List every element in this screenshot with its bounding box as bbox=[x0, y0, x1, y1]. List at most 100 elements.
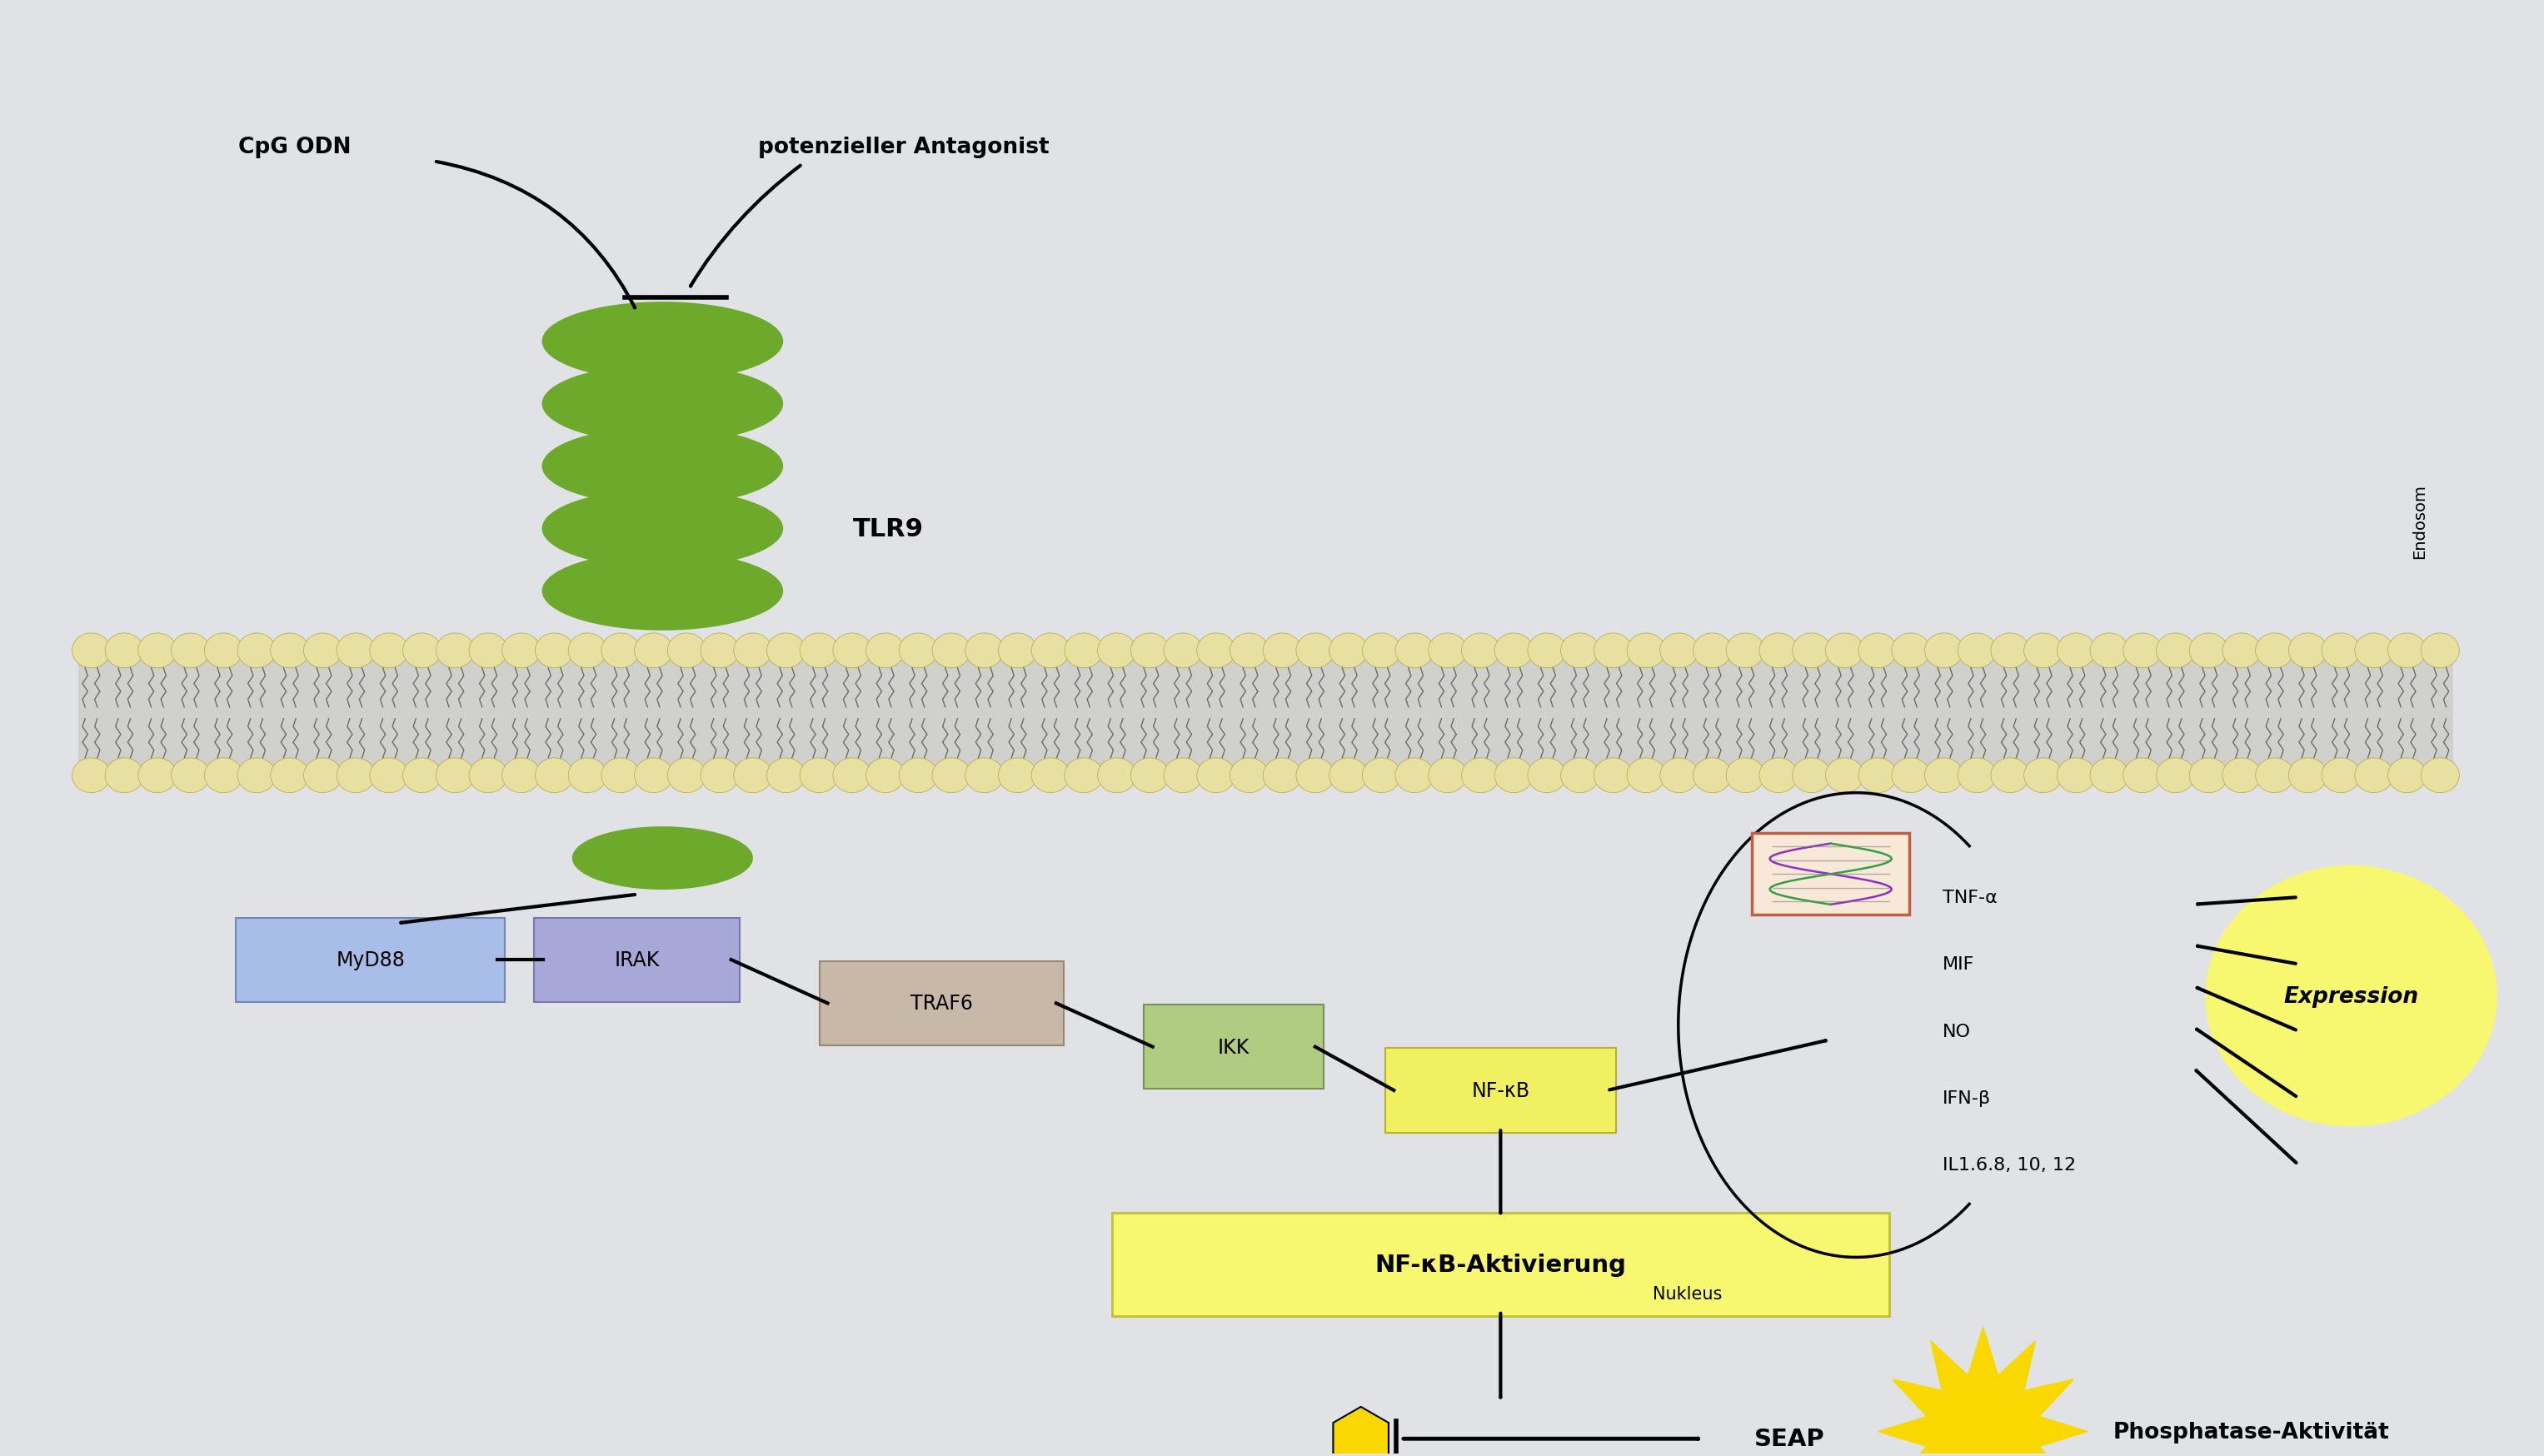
Ellipse shape bbox=[2025, 633, 2063, 668]
Ellipse shape bbox=[501, 633, 539, 668]
Ellipse shape bbox=[1361, 633, 1402, 668]
Ellipse shape bbox=[2323, 759, 2361, 794]
Ellipse shape bbox=[2356, 759, 2394, 794]
Ellipse shape bbox=[1460, 759, 1501, 794]
Ellipse shape bbox=[567, 759, 605, 794]
FancyBboxPatch shape bbox=[79, 660, 2452, 767]
Ellipse shape bbox=[1959, 759, 1997, 794]
Ellipse shape bbox=[2157, 633, 2195, 668]
Ellipse shape bbox=[1394, 633, 1435, 668]
Ellipse shape bbox=[1959, 633, 1997, 668]
Ellipse shape bbox=[1794, 633, 1832, 668]
FancyBboxPatch shape bbox=[1753, 834, 1911, 914]
Ellipse shape bbox=[1096, 633, 1137, 668]
Ellipse shape bbox=[2389, 633, 2427, 668]
Ellipse shape bbox=[633, 633, 672, 668]
Ellipse shape bbox=[1361, 759, 1402, 794]
Ellipse shape bbox=[1295, 633, 1336, 668]
Ellipse shape bbox=[1096, 759, 1137, 794]
Ellipse shape bbox=[667, 759, 705, 794]
Ellipse shape bbox=[542, 489, 784, 568]
Ellipse shape bbox=[2025, 759, 2063, 794]
Text: CpG ODN: CpG ODN bbox=[239, 137, 351, 159]
Ellipse shape bbox=[931, 633, 972, 668]
Ellipse shape bbox=[1229, 759, 1269, 794]
Ellipse shape bbox=[1196, 633, 1236, 668]
Ellipse shape bbox=[1229, 633, 1269, 668]
Ellipse shape bbox=[766, 633, 804, 668]
Ellipse shape bbox=[1595, 759, 1633, 794]
Ellipse shape bbox=[204, 759, 242, 794]
Ellipse shape bbox=[2206, 866, 2498, 1127]
Ellipse shape bbox=[799, 633, 837, 668]
Ellipse shape bbox=[1196, 759, 1236, 794]
Ellipse shape bbox=[1860, 633, 1898, 668]
Ellipse shape bbox=[534, 759, 572, 794]
Ellipse shape bbox=[170, 759, 209, 794]
Ellipse shape bbox=[2058, 633, 2096, 668]
Ellipse shape bbox=[799, 759, 837, 794]
Ellipse shape bbox=[1794, 759, 1832, 794]
Ellipse shape bbox=[1760, 759, 1799, 794]
Ellipse shape bbox=[600, 759, 639, 794]
Ellipse shape bbox=[1130, 633, 1170, 668]
Ellipse shape bbox=[2190, 759, 2229, 794]
Ellipse shape bbox=[270, 759, 308, 794]
Ellipse shape bbox=[964, 759, 1005, 794]
Ellipse shape bbox=[468, 759, 506, 794]
Polygon shape bbox=[1877, 1326, 2089, 1456]
Ellipse shape bbox=[1130, 759, 1170, 794]
Text: MyD88: MyD88 bbox=[336, 949, 404, 970]
Ellipse shape bbox=[1992, 633, 2030, 668]
Ellipse shape bbox=[1493, 633, 1534, 668]
Ellipse shape bbox=[542, 552, 784, 630]
Ellipse shape bbox=[1661, 633, 1699, 668]
Ellipse shape bbox=[1727, 759, 1766, 794]
Ellipse shape bbox=[1694, 633, 1732, 668]
Ellipse shape bbox=[402, 759, 440, 794]
Ellipse shape bbox=[1628, 633, 1666, 668]
Text: potenzieller Antagonist: potenzieller Antagonist bbox=[758, 137, 1051, 159]
FancyBboxPatch shape bbox=[819, 961, 1063, 1045]
Ellipse shape bbox=[2091, 759, 2129, 794]
Text: Nukleus: Nukleus bbox=[1654, 1286, 1722, 1302]
Ellipse shape bbox=[270, 633, 308, 668]
Ellipse shape bbox=[865, 759, 903, 794]
Ellipse shape bbox=[435, 633, 473, 668]
Ellipse shape bbox=[501, 759, 539, 794]
Ellipse shape bbox=[542, 427, 784, 507]
Ellipse shape bbox=[2257, 759, 2295, 794]
Ellipse shape bbox=[898, 759, 939, 794]
Ellipse shape bbox=[1460, 633, 1501, 668]
Ellipse shape bbox=[137, 759, 176, 794]
Ellipse shape bbox=[1992, 759, 2030, 794]
Ellipse shape bbox=[1694, 759, 1732, 794]
Ellipse shape bbox=[2223, 759, 2262, 794]
Text: Expression: Expression bbox=[2285, 986, 2419, 1008]
Text: IRAK: IRAK bbox=[616, 949, 659, 970]
Ellipse shape bbox=[1760, 633, 1799, 668]
Ellipse shape bbox=[1827, 633, 1865, 668]
Ellipse shape bbox=[1295, 759, 1336, 794]
Ellipse shape bbox=[1262, 759, 1303, 794]
Polygon shape bbox=[1333, 1406, 1389, 1456]
Ellipse shape bbox=[534, 633, 572, 668]
Ellipse shape bbox=[542, 303, 784, 381]
Ellipse shape bbox=[2091, 633, 2129, 668]
Ellipse shape bbox=[1063, 633, 1104, 668]
Ellipse shape bbox=[2290, 759, 2328, 794]
Ellipse shape bbox=[2223, 633, 2262, 668]
Ellipse shape bbox=[2290, 633, 2328, 668]
Ellipse shape bbox=[204, 633, 242, 668]
Ellipse shape bbox=[898, 633, 939, 668]
Ellipse shape bbox=[1328, 633, 1369, 668]
Ellipse shape bbox=[1063, 759, 1104, 794]
Ellipse shape bbox=[542, 365, 784, 444]
Ellipse shape bbox=[1595, 633, 1633, 668]
Ellipse shape bbox=[1860, 759, 1898, 794]
Ellipse shape bbox=[1562, 759, 1600, 794]
Ellipse shape bbox=[1394, 759, 1435, 794]
Ellipse shape bbox=[1562, 633, 1600, 668]
Ellipse shape bbox=[1926, 633, 1964, 668]
Ellipse shape bbox=[2124, 633, 2162, 668]
